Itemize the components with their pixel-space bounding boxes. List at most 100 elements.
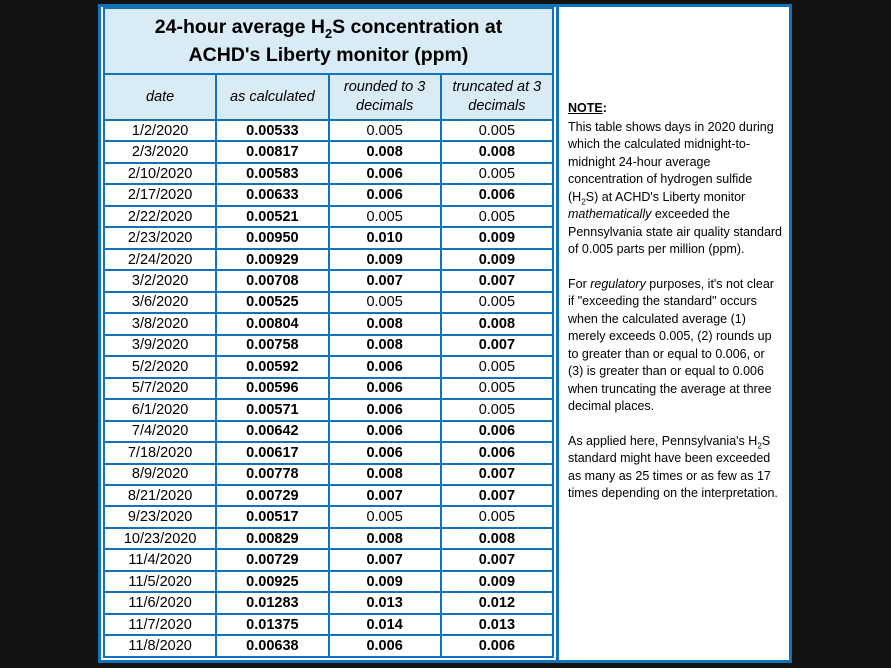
note-heading: NOTE: xyxy=(568,101,607,115)
date-cell: 1/2/2020 xyxy=(102,118,218,143)
content-panel: 24-hour average H2S concentration at ACH… xyxy=(98,4,792,663)
truncated-cell: 0.006 xyxy=(439,419,555,444)
table-row: 11/8/2020 0.00638 0.006 0.006 xyxy=(102,634,555,658)
date-cell: 2/24/2020 xyxy=(102,247,218,272)
truncated-cell: 0.008 xyxy=(439,312,555,336)
calculated-cell: 0.00638 xyxy=(215,634,330,658)
truncated-cell: 0.007 xyxy=(439,333,555,358)
table-row: 2/3/2020 0.00817 0.008 0.008 xyxy=(102,140,555,164)
truncated-cell: 0.007 xyxy=(439,462,555,486)
table-row: 1/2/2020 0.00533 0.005 0.005 xyxy=(102,118,555,143)
column-header-row: date as calculated rounded to 3 decimals… xyxy=(102,73,555,121)
truncated-cell: 0.006 xyxy=(439,441,555,465)
table-title: 24-hour average H2S concentration at ACH… xyxy=(103,7,554,75)
calculated-cell: 0.00592 xyxy=(215,355,330,379)
table-row: 2/23/2020 0.00950 0.010 0.009 xyxy=(102,226,555,250)
table-row: 2/22/2020 0.00521 0.005 0.005 xyxy=(102,204,555,229)
col-header-as-calculated: as calculated xyxy=(215,73,330,121)
date-cell: 11/7/2020 xyxy=(102,612,218,637)
table-row: 3/9/2020 0.00758 0.008 0.007 xyxy=(102,333,555,358)
date-cell: 3/9/2020 xyxy=(102,333,218,358)
table-row: 2/24/2020 0.00929 0.009 0.009 xyxy=(102,247,555,272)
table-row: 8/21/2020 0.00729 0.007 0.007 xyxy=(102,483,555,508)
date-cell: 9/23/2020 xyxy=(102,505,218,529)
calculated-cell: 0.00617 xyxy=(215,441,330,465)
date-cell: 7/18/2020 xyxy=(102,441,218,465)
date-cell: 3/2/2020 xyxy=(102,269,218,293)
date-cell: 3/8/2020 xyxy=(102,312,218,336)
table-row: 3/2/2020 0.00708 0.007 0.007 xyxy=(102,269,555,293)
truncated-cell: 0.005 xyxy=(439,355,555,379)
table-row: 11/6/2020 0.01283 0.013 0.012 xyxy=(102,591,555,615)
truncated-cell: 0.009 xyxy=(439,247,555,272)
date-cell: 7/4/2020 xyxy=(102,419,218,444)
rounded-cell: 0.005 xyxy=(327,290,442,315)
date-cell: 11/6/2020 xyxy=(102,591,218,615)
rounded-cell: 0.006 xyxy=(327,376,442,401)
calculated-cell: 0.00525 xyxy=(215,290,330,315)
truncated-cell: 0.005 xyxy=(439,161,555,186)
calculated-cell: 0.00778 xyxy=(215,462,330,486)
rounded-cell: 0.005 xyxy=(327,505,442,529)
table-row: 2/10/2020 0.00583 0.006 0.005 xyxy=(102,161,555,186)
rounded-cell: 0.006 xyxy=(327,419,442,444)
rounded-cell: 0.013 xyxy=(327,591,442,615)
h2s-concentration-table: 24-hour average H2S concentration at ACH… xyxy=(102,7,555,658)
truncated-cell: 0.008 xyxy=(439,526,555,551)
table-title-line-2: ACHD's Liberty monitor (ppm) xyxy=(188,44,469,66)
truncated-cell: 0.005 xyxy=(439,376,555,401)
date-cell: 6/1/2020 xyxy=(102,398,218,422)
h2s-table-body: 1/2/2020 0.00533 0.005 0.005 2/3/2020 0.… xyxy=(102,118,555,658)
date-cell: 2/22/2020 xyxy=(102,204,218,229)
date-cell: 11/8/2020 xyxy=(102,634,218,658)
table-row: 7/4/2020 0.00642 0.006 0.006 xyxy=(102,419,555,444)
calculated-cell: 0.00758 xyxy=(215,333,330,358)
rounded-cell: 0.006 xyxy=(327,398,442,422)
date-cell: 5/7/2020 xyxy=(102,376,218,401)
date-cell: 2/10/2020 xyxy=(102,161,218,186)
truncated-cell: 0.007 xyxy=(439,483,555,508)
truncated-cell: 0.006 xyxy=(439,634,555,658)
rounded-cell: 0.009 xyxy=(327,247,442,272)
col-header-date: date xyxy=(102,73,218,121)
note-paragraph-3: As applied here, Pennsylvania's H2S stan… xyxy=(568,433,778,501)
rounded-cell: 0.006 xyxy=(327,634,442,658)
table-row: 11/4/2020 0.00729 0.007 0.007 xyxy=(102,548,555,572)
rounded-cell: 0.006 xyxy=(327,161,442,186)
table-row: 10/23/2020 0.00829 0.008 0.008 xyxy=(102,526,555,551)
rounded-cell: 0.008 xyxy=(327,140,442,164)
truncated-cell: 0.006 xyxy=(439,183,555,207)
rounded-cell: 0.006 xyxy=(327,441,442,465)
rounded-cell: 0.008 xyxy=(327,526,442,551)
calculated-cell: 0.00708 xyxy=(215,269,330,293)
table-row: 11/7/2020 0.01375 0.014 0.013 xyxy=(102,612,555,637)
date-cell: 2/23/2020 xyxy=(102,226,218,250)
date-cell: 2/17/2020 xyxy=(102,183,218,207)
table-row: 5/2/2020 0.00592 0.006 0.005 xyxy=(102,355,555,379)
date-cell: 10/23/2020 xyxy=(102,526,218,551)
calculated-cell: 0.00521 xyxy=(215,204,330,229)
date-cell: 8/9/2020 xyxy=(102,462,218,486)
calculated-cell: 0.00642 xyxy=(215,419,330,444)
calculated-cell: 0.00929 xyxy=(215,247,330,272)
truncated-cell: 0.005 xyxy=(439,398,555,422)
calculated-cell: 0.00729 xyxy=(215,548,330,572)
table-row: 6/1/2020 0.00571 0.006 0.005 xyxy=(102,398,555,422)
truncated-cell: 0.005 xyxy=(439,290,555,315)
calculated-cell: 0.00829 xyxy=(215,526,330,551)
rounded-cell: 0.014 xyxy=(327,612,442,637)
calculated-cell: 0.00633 xyxy=(215,183,330,207)
truncated-cell: 0.005 xyxy=(439,505,555,529)
rounded-cell: 0.006 xyxy=(327,355,442,379)
truncated-cell: 0.005 xyxy=(439,204,555,229)
table-row: 11/5/2020 0.00925 0.009 0.009 xyxy=(102,569,555,594)
table-row: 8/9/2020 0.00778 0.008 0.007 xyxy=(102,462,555,486)
date-cell: 5/2/2020 xyxy=(102,355,218,379)
truncated-cell: 0.008 xyxy=(439,140,555,164)
rounded-cell: 0.006 xyxy=(327,183,442,207)
truncated-cell: 0.007 xyxy=(439,269,555,293)
table-title-row: 24-hour average H2S concentration at ACH… xyxy=(103,7,554,75)
calculated-cell: 0.00817 xyxy=(215,140,330,164)
table-row: 9/23/2020 0.00517 0.005 0.005 xyxy=(102,505,555,529)
truncated-cell: 0.009 xyxy=(439,226,555,250)
